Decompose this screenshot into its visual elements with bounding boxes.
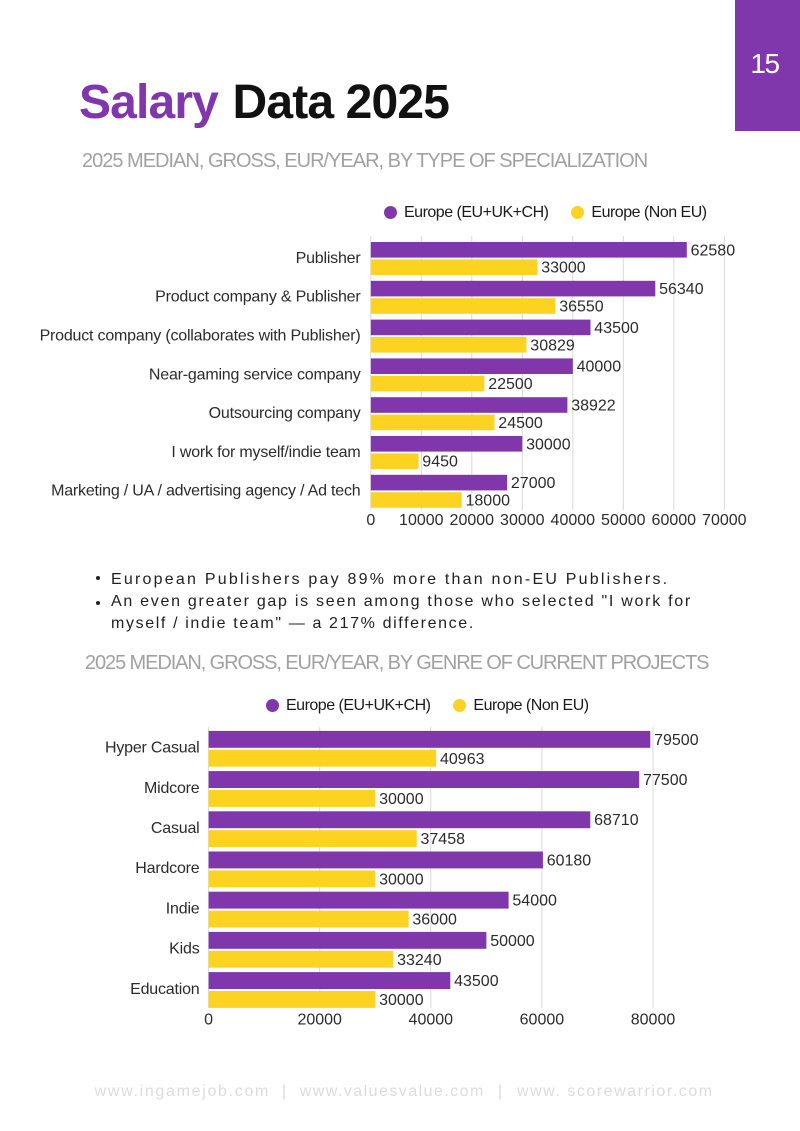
svg-text:77500: 77500 <box>643 772 688 789</box>
svg-text:68710: 68710 <box>594 812 639 829</box>
svg-text:33000: 33000 <box>541 260 586 277</box>
svg-text:38922: 38922 <box>571 398 616 415</box>
svg-text:10000: 10000 <box>399 512 444 529</box>
svg-text:40963: 40963 <box>440 751 485 768</box>
svg-text:33240: 33240 <box>397 952 442 969</box>
svg-text:43500: 43500 <box>594 320 639 337</box>
svg-text:30000: 30000 <box>379 992 424 1009</box>
svg-text:60180: 60180 <box>547 853 592 870</box>
svg-text:30000: 30000 <box>500 512 545 529</box>
svg-text:I work for myself/indie team: I work for myself/indie team <box>171 444 360 461</box>
svg-text:Casual: Casual <box>151 820 200 837</box>
svg-text:24500: 24500 <box>498 415 543 432</box>
svg-text:36000: 36000 <box>412 912 457 929</box>
svg-text:40000: 40000 <box>577 359 622 376</box>
svg-text:40000: 40000 <box>409 1012 454 1029</box>
svg-text:Publisher: Publisher <box>296 250 362 267</box>
svg-text:27000: 27000 <box>511 475 556 492</box>
svg-text:Hyper Casual: Hyper Casual <box>105 740 200 757</box>
svg-text:Outsourcing company: Outsourcing company <box>209 405 361 422</box>
svg-text:60000: 60000 <box>652 512 697 529</box>
svg-text:80000: 80000 <box>631 1012 676 1029</box>
svg-text:Product company & Publisher: Product company & Publisher <box>155 289 361 306</box>
svg-text:0: 0 <box>204 1012 213 1029</box>
svg-text:Education: Education <box>130 981 199 998</box>
svg-text:62580: 62580 <box>691 242 736 259</box>
svg-text:22500: 22500 <box>488 376 533 393</box>
svg-text:Near-gaming service company: Near-gaming service company <box>149 366 361 383</box>
svg-text:Product company (collaborates: Product company (collaborates with Publi… <box>40 328 361 345</box>
svg-text:36550: 36550 <box>559 299 604 316</box>
svg-text:37458: 37458 <box>421 831 466 848</box>
svg-text:56340: 56340 <box>659 281 704 298</box>
svg-text:20000: 20000 <box>297 1012 342 1029</box>
svg-text:18000: 18000 <box>466 493 511 510</box>
svg-text:30000: 30000 <box>379 871 424 888</box>
svg-text:30000: 30000 <box>379 791 424 808</box>
svg-text:70000: 70000 <box>702 512 747 529</box>
svg-text:30829: 30829 <box>530 337 575 354</box>
svg-text:9450: 9450 <box>422 454 458 471</box>
svg-text:60000: 60000 <box>520 1012 565 1029</box>
svg-text:Midcore: Midcore <box>144 780 200 797</box>
svg-text:40000: 40000 <box>551 512 596 529</box>
svg-text:50000: 50000 <box>601 512 646 529</box>
svg-text:Hardcore: Hardcore <box>135 860 200 877</box>
svg-text:Indie: Indie <box>166 900 200 917</box>
svg-text:43500: 43500 <box>454 973 499 990</box>
svg-text:Marketing / UA / advertising a: Marketing / UA / advertising agency / Ad… <box>51 483 360 500</box>
svg-text:50000: 50000 <box>490 933 535 950</box>
svg-text:20000: 20000 <box>450 512 495 529</box>
svg-text:0: 0 <box>366 512 375 529</box>
svg-text:54000: 54000 <box>512 893 557 910</box>
svg-text:30000: 30000 <box>526 436 571 453</box>
svg-text:79500: 79500 <box>654 732 699 749</box>
svg-text:Kids: Kids <box>169 941 200 958</box>
